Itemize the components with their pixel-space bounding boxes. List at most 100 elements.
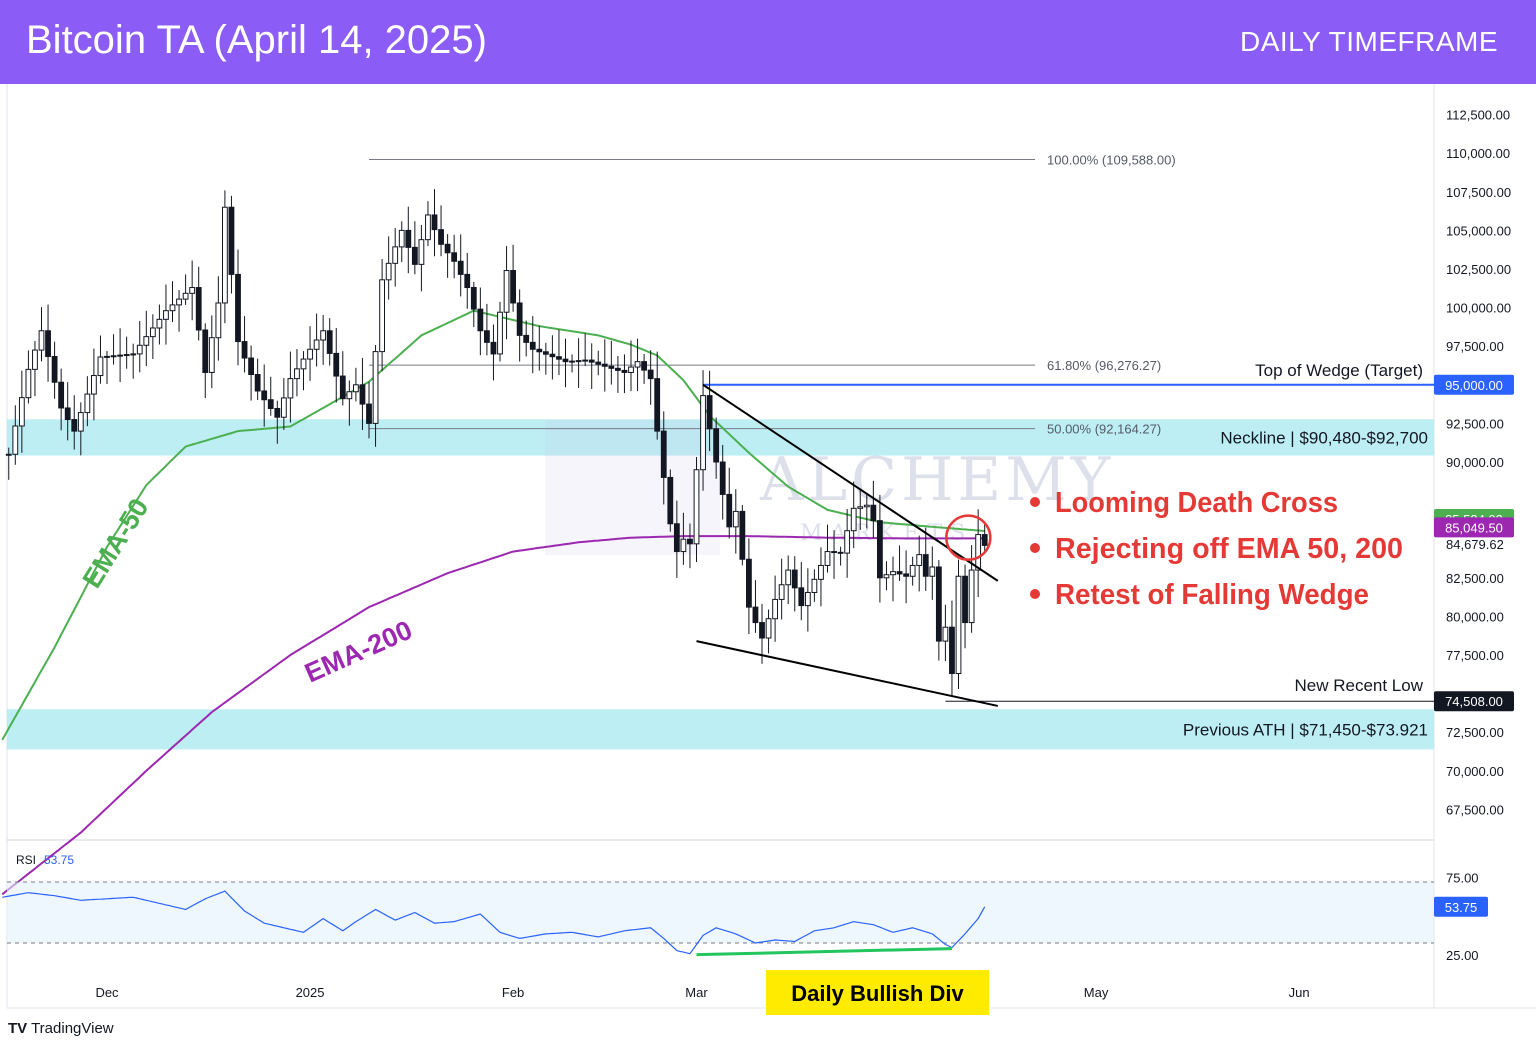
candle-body — [673, 523, 680, 553]
fib-label: 100.00% (109,588.00) — [1047, 153, 1176, 168]
candle-body — [300, 358, 307, 370]
watermark-logo — [545, 420, 720, 555]
candle-body — [549, 353, 556, 358]
candle-body — [359, 384, 366, 405]
candle-body — [909, 564, 916, 577]
candle-body — [307, 348, 313, 360]
target-price-badge: 95,000.00 — [1445, 378, 1503, 393]
bullish-div-badge — [766, 970, 989, 1015]
candle-body — [628, 366, 634, 373]
candle-body — [411, 246, 418, 265]
candle-body — [981, 534, 988, 546]
tradingview-logo: TV TradingView — [8, 1020, 114, 1037]
candle-body — [372, 351, 379, 424]
price-tick: 97,500.00 — [1446, 339, 1504, 354]
candle-body — [333, 352, 340, 377]
candle-body — [398, 229, 405, 248]
candle-body — [844, 530, 851, 554]
candle-body — [510, 270, 517, 304]
candle-body — [863, 504, 870, 508]
candle-body — [824, 551, 831, 566]
candle-body — [759, 622, 765, 639]
candle-body — [64, 407, 71, 421]
candle-body — [588, 359, 595, 363]
candle-body — [595, 361, 602, 365]
candle-body — [313, 339, 320, 350]
candle-body — [719, 461, 726, 495]
candle-body — [503, 270, 510, 313]
candle-body — [890, 571, 896, 576]
candle-body — [287, 378, 294, 399]
ema50-label: EMA-50 — [77, 493, 155, 593]
candle-body — [811, 578, 818, 593]
zone-label: Previous ATH | $71,450-$73.921 — [1183, 720, 1428, 739]
price-tick: 107,500.00 — [1446, 185, 1511, 200]
candle-body — [582, 359, 589, 362]
candle-body — [922, 554, 929, 577]
candle-body — [353, 384, 359, 393]
candle-body — [765, 618, 772, 639]
candle-body — [45, 330, 51, 357]
candle-body — [438, 229, 444, 245]
price-tick: 90,000.00 — [1446, 455, 1504, 470]
candle-body — [497, 311, 503, 355]
candle-body — [222, 206, 228, 304]
candle-body — [163, 310, 169, 320]
candle-body — [615, 367, 621, 371]
candle-body — [149, 327, 156, 338]
fib-label: 50.00% (92,164.27) — [1047, 422, 1161, 437]
target-price-badge-bg — [1434, 374, 1514, 395]
price-tick: 80,000.00 — [1446, 609, 1504, 624]
candle-body — [529, 341, 536, 350]
candle-body — [77, 412, 84, 432]
timeframe-label: DAILY TIMEFRAME — [1240, 26, 1498, 57]
time-tick: Jun — [1289, 985, 1310, 1000]
low-price-badge: 74,508.00 — [1445, 694, 1503, 709]
price-tick: 100,000.00 — [1446, 301, 1511, 316]
candle-body — [379, 279, 386, 353]
candle-body — [431, 214, 438, 231]
candle-body — [84, 393, 91, 414]
rsi-tick: 25.00 — [1446, 948, 1479, 963]
candle-body — [857, 506, 864, 509]
candle-body — [104, 355, 110, 358]
candle-body — [804, 591, 811, 607]
candle-body — [523, 334, 530, 343]
bullet-dot — [1030, 589, 1040, 599]
candle-body — [71, 419, 78, 432]
ema200-line — [1, 535, 985, 896]
rsi-title: RSI — [16, 853, 36, 867]
ema200-price-badge-bg — [1434, 517, 1514, 538]
candle-body — [425, 214, 431, 241]
candle-body — [739, 510, 746, 560]
candle-body — [778, 584, 785, 600]
candle-body — [968, 569, 975, 624]
price-tick: 82,500.00 — [1446, 571, 1504, 586]
price-tick: 72,500.00 — [1446, 725, 1504, 740]
candle-body — [660, 430, 667, 478]
candle-body — [195, 287, 202, 331]
candle-body — [883, 574, 890, 579]
candle-body — [870, 504, 877, 522]
candle-body — [818, 564, 824, 580]
fib-label: 61.80% (96,276.27) — [1047, 358, 1161, 373]
candle-body — [261, 390, 268, 401]
zone-label: Neckline | $90,480-$92,700 — [1220, 428, 1428, 447]
wedge-lower-line — [696, 640, 999, 707]
candle-body — [274, 407, 281, 418]
candle-body — [405, 229, 412, 248]
candle-body — [542, 351, 549, 355]
candle-body — [791, 569, 798, 589]
candle-body — [877, 520, 883, 579]
candle-body — [490, 341, 497, 355]
bullet-dot — [1030, 543, 1040, 553]
candle-body — [418, 239, 425, 265]
candle-body — [732, 510, 739, 528]
candle-body — [392, 246, 399, 264]
candle-body — [687, 538, 693, 545]
candle-body — [366, 403, 372, 424]
candle-body — [182, 292, 189, 300]
candle-body — [267, 399, 274, 409]
candle-body — [962, 575, 968, 624]
price-tick: 77,500.00 — [1446, 648, 1504, 663]
